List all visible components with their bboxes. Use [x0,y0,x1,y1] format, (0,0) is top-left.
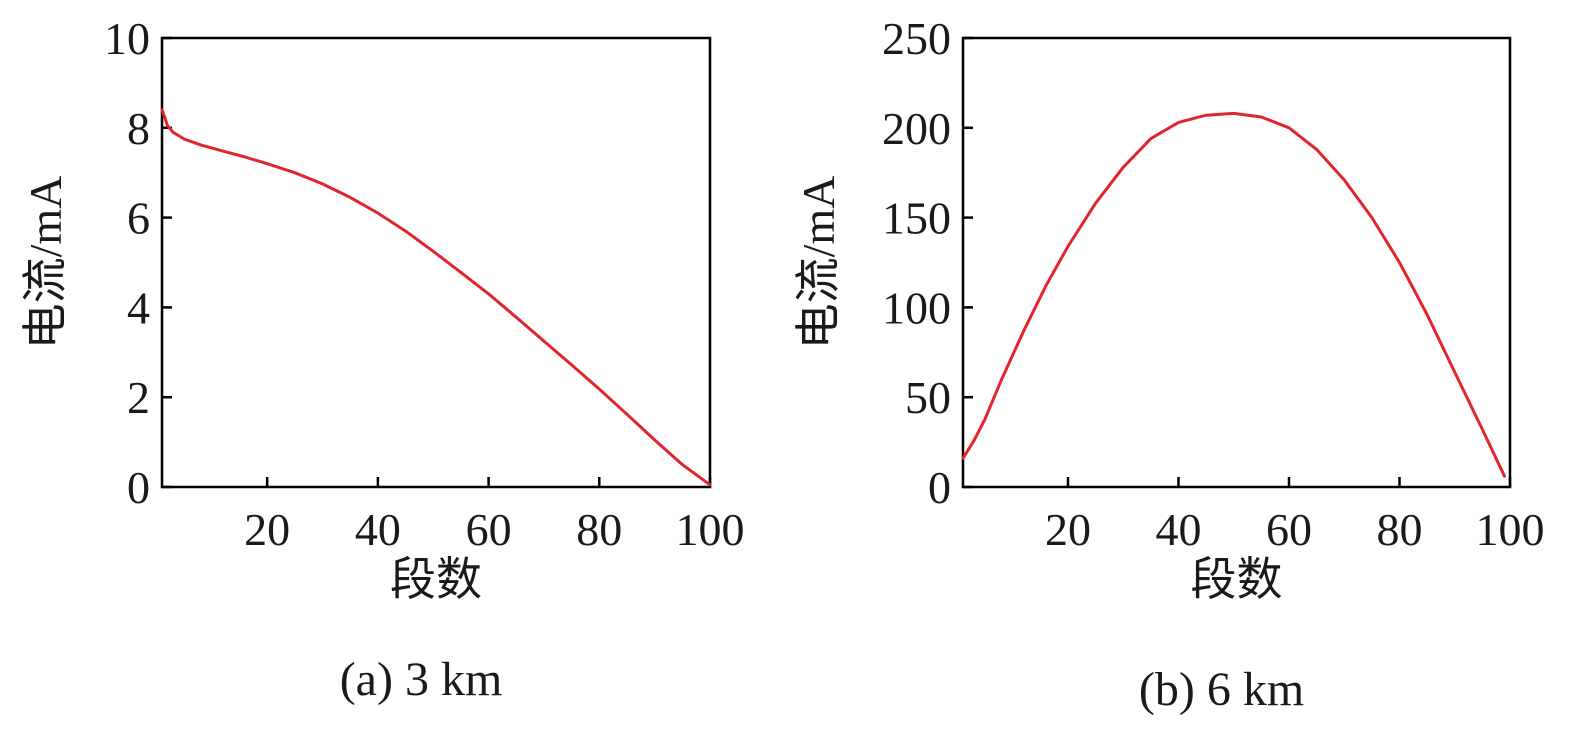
chart-b-x-axis-label: 段数 [1191,554,1283,605]
chart-a-ytick-label: 0 [127,462,150,513]
chart-b-group: 0 50 100 150 200 250 20 40 60 80 100 段数 电流/mA (b) 6 k… [793,13,1545,716]
chart-a-series-line [160,108,712,487]
chart-b-y-axis-label: 电流/mA [793,176,844,350]
chart-a-xtick-label: 60 [466,504,512,555]
chart-b-ytick-label: 0 [928,462,951,513]
chart-a-caption: (a) 3 km [340,653,503,706]
chart-a-xtick-label: 20 [244,504,290,555]
chart-b-series-line [961,111,1506,478]
chart-b-xtick-label: 60 [1266,504,1312,555]
chart-a-xtick-label: 40 [355,504,401,555]
chart-a-group: 0 2 4 6 8 10 20 40 60 80 100 段数 电流/mA (a) 3 km [20,13,745,706]
chart-b-xtick-label: 20 [1045,504,1091,555]
chart-a-ytick-label: 6 [127,193,150,244]
chart-a-ytick-label: 8 [127,103,150,154]
chart-b-xtick-label: 80 [1376,504,1422,555]
chart-b-xtick-label: 40 [1155,504,1201,555]
chart-b-xtick-label: 100 [1476,504,1545,555]
chart-a-xtick-label: 100 [676,504,745,555]
chart-a-plot-frame [160,36,712,489]
chart-b-plot-frame [961,36,1512,489]
chart-b-ytick-label: 200 [882,103,951,154]
chart-a-y-axis-label: 电流/mA [20,176,71,350]
chart-a-ytick-label: 2 [127,372,150,423]
chart-a-x-axis-label: 段数 [390,554,482,605]
chart-a-xtick-label: 80 [576,504,622,555]
chart-b-ytick-label: 150 [882,193,951,244]
chart-b-ytick-label: 50 [905,372,951,423]
chart-b-ytick-label: 100 [882,282,951,333]
chart-b-ytick-label: 250 [882,13,951,64]
chart-b-caption: (b) 6 km [1139,663,1304,716]
chart-a-ytick-label: 10 [104,13,150,64]
chart-a-ytick-label: 4 [127,282,150,333]
